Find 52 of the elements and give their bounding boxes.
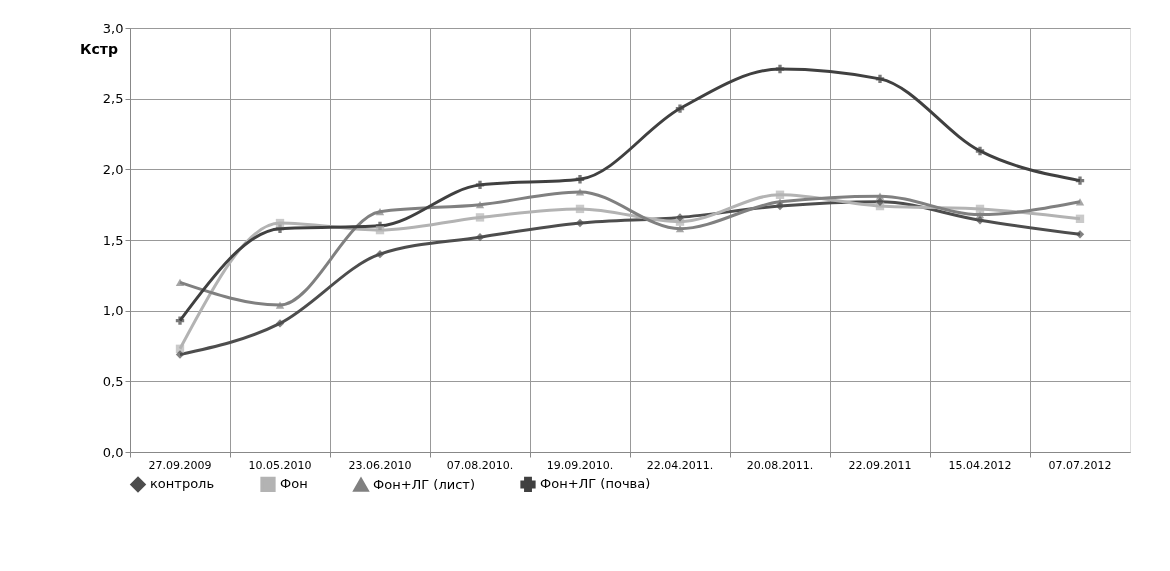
y-tick-label: 2,5 — [102, 91, 124, 107]
point — [575, 204, 585, 214]
x-tick-label: 22.09.2011 — [848, 459, 912, 472]
x-tick-label: 22.04.2011. — [646, 459, 714, 472]
point — [975, 204, 985, 214]
point — [375, 208, 385, 216]
point — [975, 216, 985, 225]
x-tick-label: 23.06.2010 — [348, 459, 412, 472]
x-tick-label: 19.09.2010. — [546, 459, 614, 472]
y-tick-label: 0,0 — [102, 444, 124, 460]
point — [275, 218, 285, 228]
point — [475, 201, 485, 209]
point — [275, 319, 285, 328]
x-tick-label: 27.09.2009 — [148, 459, 212, 472]
point — [875, 197, 885, 207]
point — [275, 301, 285, 309]
point — [675, 225, 685, 233]
point — [1075, 230, 1085, 239]
x-tick-label: 20.08.2011. — [746, 459, 814, 472]
y-tick-label: 1,5 — [102, 232, 124, 248]
point — [375, 249, 385, 259]
x-tick-label: 07.08.2010. — [446, 459, 514, 472]
x-tick-label: 07.07.2012 — [1048, 459, 1112, 472]
x-tick-label: 15.04.2012 — [948, 459, 1012, 472]
point — [575, 188, 585, 196]
y-tick-label: 3,0 — [102, 20, 124, 36]
point — [475, 180, 485, 190]
point — [475, 213, 485, 222]
point — [975, 146, 985, 156]
point — [775, 201, 785, 211]
x-tick-label: 10.05.2010 — [248, 459, 312, 472]
y-tick-label: 2,0 — [102, 161, 124, 177]
point — [775, 190, 785, 199]
y-axis-title: Кстр — [80, 41, 118, 57]
point — [1075, 214, 1085, 223]
y-tick-label: 1,0 — [102, 303, 124, 319]
point — [775, 64, 785, 74]
point — [1075, 176, 1085, 185]
legend-label: Фон+ЛГ (лист) — [373, 476, 475, 492]
point — [375, 225, 385, 235]
legend-label: контроль — [150, 476, 215, 492]
legend-label: Фон+ЛГ (почва) — [540, 476, 651, 492]
point — [475, 232, 485, 242]
point — [875, 74, 885, 84]
point — [175, 350, 185, 359]
y-tick-label: 0,5 — [102, 373, 124, 389]
legend-label: Фон — [280, 476, 308, 492]
point — [575, 175, 585, 184]
point — [175, 278, 185, 287]
point — [675, 213, 685, 222]
point — [675, 104, 685, 113]
point — [175, 316, 185, 325]
